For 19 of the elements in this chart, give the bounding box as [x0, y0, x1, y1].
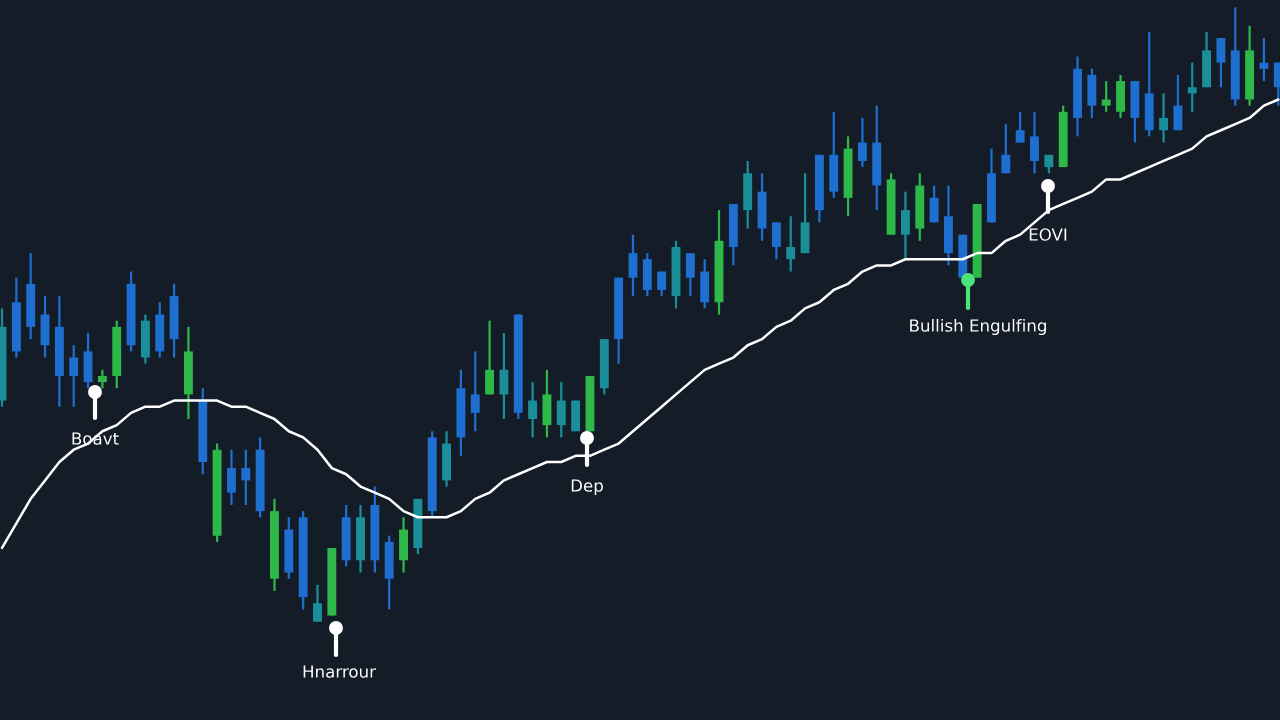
candlestick: [97, 368, 107, 390]
candlestick: [786, 215, 796, 273]
candlestick: [313, 583, 322, 623]
candlestick: [1101, 79, 1111, 113]
candlestick: [470, 350, 480, 433]
candlestick: [657, 270, 667, 298]
candlestick: [1259, 36, 1269, 83]
annotation: Dep: [571, 479, 603, 496]
annotation: Bullish Engulfing: [910, 318, 1046, 336]
candlestick: [1187, 61, 1197, 113]
candlestick: [1015, 110, 1025, 144]
candlestick: [1001, 122, 1011, 175]
candlestick: [857, 116, 867, 169]
candlestick: [528, 381, 538, 439]
candlestick: [69, 344, 79, 408]
text: Hnarrour: [303, 665, 376, 678]
annotation: EOVI: [1029, 228, 1067, 241]
candlestick: [1159, 92, 1168, 144]
candlestick: [241, 448, 251, 507]
